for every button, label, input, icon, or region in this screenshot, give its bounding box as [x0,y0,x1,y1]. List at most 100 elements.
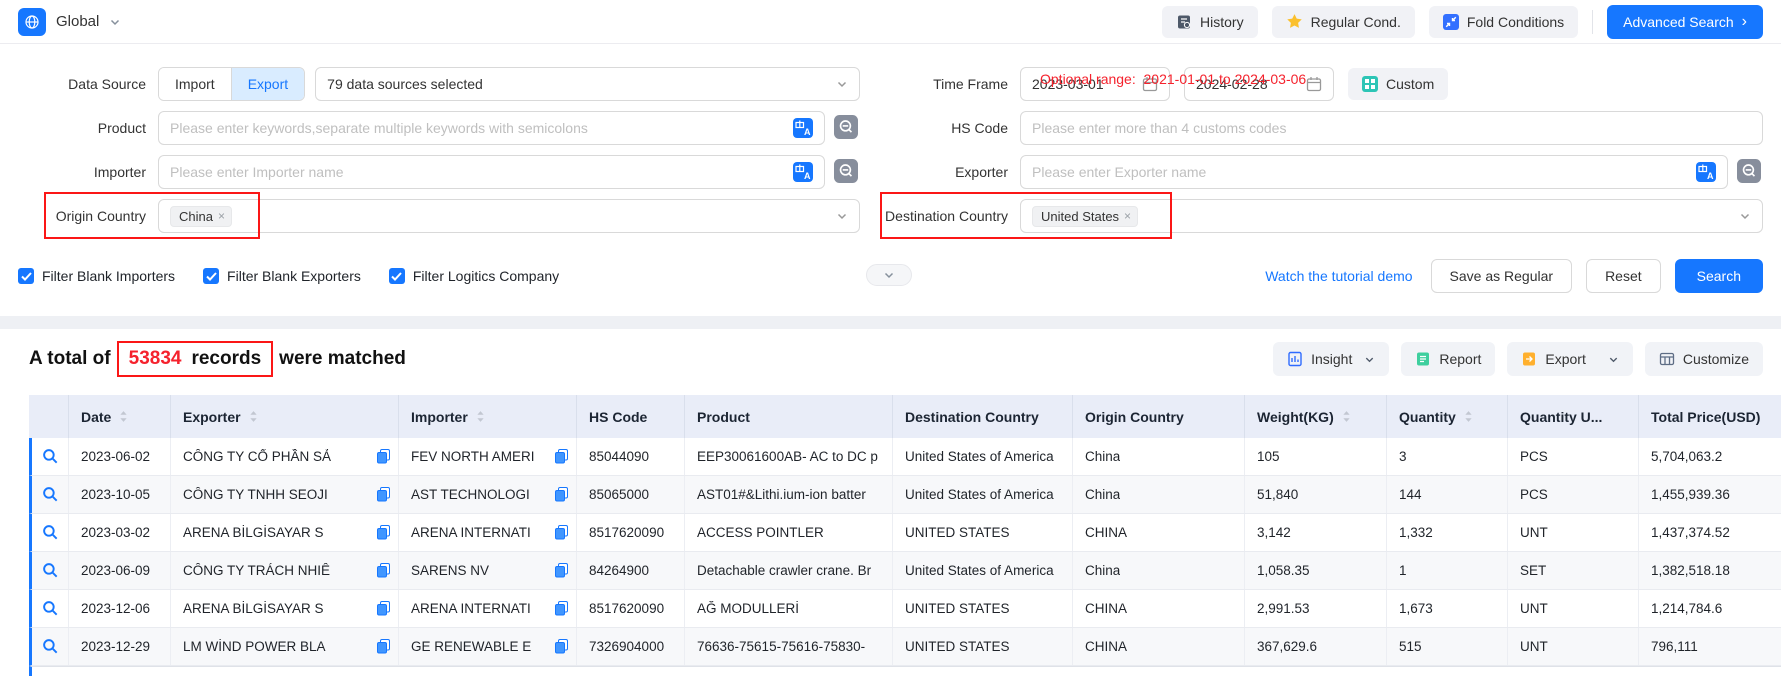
copy-icon[interactable] [371,563,390,578]
checkbox-filter-blank-exporters[interactable]: Filter Blank Exporters [203,268,361,284]
cell-exporter: LM WİND POWER BLA [171,628,399,665]
region-selector[interactable]: Global [18,7,121,36]
copy-icon[interactable] [371,487,390,502]
column-header-weight[interactable]: Weight(KG) [1245,395,1387,438]
cell-quantity: 144 [1387,476,1508,513]
copy-icon[interactable] [549,563,568,578]
exporter-input[interactable]: Please enter Exporter name A [1020,155,1728,189]
exact-match-icon[interactable] [1737,159,1763,185]
regular-cond-button[interactable]: Regular Cond. [1271,5,1415,38]
copy-icon[interactable] [371,639,390,654]
row-search-icon[interactable] [32,590,69,627]
destination-country-select[interactable]: United States × [1020,199,1763,233]
copy-icon[interactable] [549,525,568,540]
custom-range-button[interactable]: Custom [1348,68,1449,100]
sort-icon[interactable] [1464,410,1473,423]
fold-conditions-button[interactable]: Fold Conditions [1428,5,1579,38]
tutorial-link[interactable]: Watch the tutorial demo [1265,268,1413,284]
date-to-input[interactable]: 2024-02-28 [1184,67,1334,101]
copy-icon[interactable] [371,601,390,616]
checkbox-filter-logitics-company[interactable]: Filter Logitics Company [388,268,559,284]
column-header-quantity[interactable]: Quantity [1387,395,1508,438]
save-as-regular-button[interactable]: Save as Regular [1430,259,1573,293]
row-search-icon[interactable] [32,628,69,665]
chevron-down-icon[interactable] [1608,354,1619,365]
destination-country-tag-label: United States [1041,208,1120,224]
cell-product: AST01#&Lithi.ium-ion batter [685,476,893,513]
advanced-search-button[interactable]: Advanced Search › [1607,4,1763,39]
copy-icon[interactable] [549,601,568,616]
hs-code-input[interactable]: Please enter more than 4 customs codes [1020,111,1763,145]
destination-country-label: Destination Country [885,208,1008,224]
destination-country-tag[interactable]: United States × [1032,205,1139,227]
calendar-icon [1306,76,1322,92]
collapse-conditions-button[interactable] [866,264,912,286]
reset-button[interactable]: Reset [1586,259,1661,293]
data-source-select[interactable]: 79 data sources selected [315,67,860,101]
column-header-exporter[interactable]: Exporter [171,395,399,438]
column-header-date[interactable]: Date [69,395,171,438]
insight-button[interactable]: Insight [1273,342,1390,376]
copy-icon[interactable] [549,487,568,502]
copy-icon[interactable] [549,639,568,654]
sort-icon[interactable] [249,410,258,423]
cell-hs_code: 84264900 [577,552,685,589]
translate-icon[interactable]: A [793,162,813,182]
cell-date: 2023-06-09 [69,552,171,589]
cell-hs_code: 85044090 [577,438,685,475]
copy-icon[interactable] [371,449,390,464]
search-button[interactable]: Search [1674,259,1763,293]
history-button[interactable]: History [1162,5,1258,38]
exact-match-icon[interactable] [834,115,860,141]
calendar-icon [1142,76,1158,92]
table-row: 2023-10-05 CÔNG TY TNHH SEOJI AST TECHNOLO… [29,476,1781,514]
row-search-icon[interactable] [32,438,69,475]
product-input[interactable]: Please enter keywords,separate multiple … [158,111,825,145]
exact-match-icon[interactable] [834,159,860,185]
checkbox-checked-icon [388,268,405,284]
checkbox-filter-blank-importers[interactable]: Filter Blank Importers [18,268,175,284]
translate-icon[interactable]: A [793,118,813,138]
customize-button[interactable]: Customize [1644,342,1763,376]
cell-date: 2023-03-02 [69,514,171,551]
cell-weight: 2,991.53 [1245,590,1387,627]
report-button[interactable]: Report [1401,342,1496,376]
cell-importer: FEV NORTH AMERI [399,438,577,475]
cell-origin: CHINA [1073,590,1245,627]
origin-country-tag[interactable]: China × [170,205,232,227]
cell-weight: 1,058.35 [1245,552,1387,589]
copy-icon[interactable] [371,525,390,540]
cell-exporter: ARENA BİLGİSAYAR S [171,590,399,627]
remove-tag-icon[interactable]: × [217,209,225,223]
cell-hs_code: 8517620090 [577,514,685,551]
custom-icon [1362,76,1378,92]
cell-exporter: ARENA BİLGİSAYAR S [171,514,399,551]
tab-import[interactable]: Import [159,68,231,100]
cell-destination: UNITED STATES [893,590,1073,627]
svg-text:A: A [1707,171,1714,181]
sort-icon[interactable] [119,410,128,423]
origin-country-label: Origin Country [55,208,146,224]
row-search-icon[interactable] [32,552,69,589]
globe-logo-icon[interactable] [18,7,46,36]
date-from-value: 2023-03-01 [1032,76,1104,92]
sort-icon[interactable] [476,410,485,423]
row-search-icon[interactable] [32,514,69,551]
remove-tag-icon[interactable]: × [1124,209,1132,223]
copy-icon[interactable] [549,449,568,464]
origin-country-select[interactable]: China × [158,199,860,233]
date-from-input[interactable]: 2023-03-01 [1020,67,1170,101]
column-header-importer[interactable]: Importer [399,395,577,438]
importer-input[interactable]: Please enter Importer name A [158,155,825,189]
row-search-icon[interactable] [32,476,69,513]
advanced-search-label: Advanced Search [1623,13,1734,30]
cell-exporter: CÔNG TY TRÁCH NHIÊ [171,552,399,589]
chevron-down-icon [1739,210,1751,222]
tab-export[interactable]: Export [230,68,305,100]
translate-icon[interactable]: A [1696,162,1716,182]
partial-next-row [29,666,1781,676]
report-label: Report [1439,351,1482,367]
sort-icon[interactable] [1342,410,1351,423]
export-button[interactable]: Export [1507,342,1633,376]
cell-importer: SARENS NV [399,552,577,589]
